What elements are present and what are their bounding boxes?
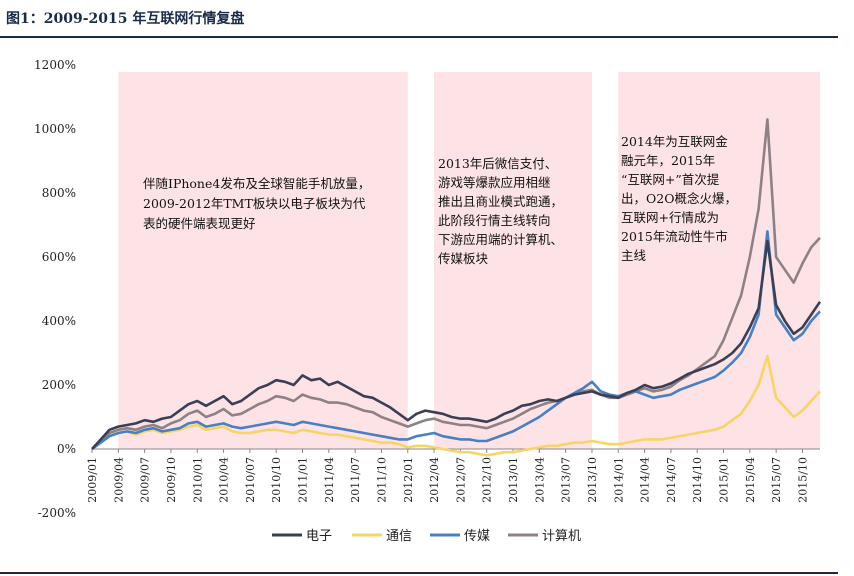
y-tick-label: 600% — [42, 250, 76, 264]
x-tick-label: 2009/04 — [112, 457, 125, 503]
x-tick-label: 2011/01 — [297, 457, 310, 503]
annotation-line: 此阶段行情主线转向 — [438, 213, 551, 228]
y-axis: 1200% 1000% 800% 600% 400% 200% 0% -200% — [34, 58, 76, 520]
x-tick-label: 2011/10 — [375, 457, 388, 503]
y-tick-label: 1200% — [34, 58, 76, 72]
annotation-line: 伴随IPhone4发布及全球智能手机放量， — [143, 176, 370, 191]
legend-label: 通信 — [386, 529, 412, 544]
legend-item: 计算机 — [508, 529, 581, 544]
shaded-period-3 — [618, 72, 820, 449]
x-tick-label: 2010/04 — [218, 457, 231, 503]
x-tick-label: 2010/01 — [191, 457, 204, 503]
legend-label: 计算机 — [542, 529, 581, 544]
x-tick-label: 2011/04 — [323, 457, 336, 503]
shaded-period-1 — [118, 72, 408, 449]
series-line-2 — [91, 230, 821, 451]
x-tick-label: 2015/04 — [744, 457, 757, 503]
annotation-line: 2014年为互联网金 — [621, 134, 728, 149]
annotation-1: 伴随IPhone4发布及全球智能手机放量， 2009-2012年TMT板块以电子板… — [143, 176, 370, 231]
shaded-period-2 — [434, 72, 592, 449]
x-tick-label: 2012/01 — [402, 457, 415, 503]
x-tick-label: 2015/07 — [770, 457, 783, 503]
x-tick-label: 2014/07 — [665, 457, 678, 503]
series-line-0 — [91, 239, 822, 450]
series-line-3 — [91, 118, 821, 450]
x-tick-label: 2013/10 — [586, 457, 599, 503]
annotation-line: 融元年，2015年 — [621, 153, 715, 168]
annotation-line: 2015年流动性牛市 — [621, 229, 728, 244]
x-tick-label: 2012/04 — [428, 457, 441, 503]
y-tick-label: 800% — [42, 186, 76, 200]
x-tick-label: 2015/10 — [796, 457, 809, 503]
annotation-line: “互联网+”首次提 — [621, 172, 720, 187]
annotation-line: 互联网+行情成为 — [621, 210, 719, 225]
y-tick-label: 200% — [42, 378, 76, 392]
x-tick-label: 2009/10 — [165, 457, 178, 503]
annotations: 伴随IPhone4发布及全球智能手机放量， 2009-2012年TMT板块以电子板… — [143, 134, 737, 266]
annotation-2: 2013年后微信支付、游戏等爆款应用相继推出且商业模式跑通， 此阶段行情主线转向下… — [438, 156, 563, 266]
series-line-1 — [91, 354, 821, 457]
y-tick-label: 0% — [57, 442, 76, 456]
legend-item: 通信 — [352, 529, 412, 544]
figure-title: 图1：2009-2015 年互联网行情复盘 — [6, 11, 245, 27]
x-tick-label: 2011/07 — [349, 457, 362, 503]
annotation-3: 2014年为互联网金融元年，2015年 “互联网+”首次提出，O2O概念火爆， 互联… — [621, 134, 737, 263]
annotation-line: 推出且商业模式跑通， — [438, 194, 563, 209]
annotation-line: 主线 — [621, 248, 647, 263]
bottom-rule — [0, 572, 838, 574]
series-lines — [91, 118, 822, 457]
legend-label: 传媒 — [464, 529, 490, 544]
annotation-line: 2013年后微信支付、 — [438, 156, 557, 171]
y-tick-label: 1000% — [34, 122, 76, 136]
x-tick-label: 2009/01 — [86, 457, 99, 503]
x-tick-label: 2009/07 — [139, 457, 152, 503]
x-tick-label: 2015/01 — [718, 457, 731, 503]
x-tick-label: 2013/04 — [533, 457, 546, 503]
shaded-periods — [118, 72, 820, 449]
x-tick-label: 2014/04 — [639, 457, 652, 503]
annotation-line: 2009-2012年TMT板块以电子板块为代 — [143, 196, 366, 211]
x-tick-label: 2010/10 — [270, 457, 283, 503]
x-tick-label: 2014/10 — [691, 457, 704, 503]
legend-label: 电子 — [306, 529, 332, 544]
top-rule — [0, 36, 838, 38]
x-axis: 2009/01 2009/04 2009/07 2009/10 2010/01 2010/… — [86, 449, 809, 503]
annotation-line: 传媒板块 — [438, 251, 489, 266]
annotation-line: 游戏等爆款应用相继 — [438, 175, 551, 190]
y-tick-label: -200% — [38, 506, 76, 520]
x-tick-label: 2014/01 — [612, 457, 625, 503]
annotation-line: 下游应用端的计算机、 — [438, 232, 563, 247]
legend-item: 传媒 — [430, 529, 490, 544]
x-tick-label: 2013/01 — [507, 457, 520, 503]
x-tick-label: 2013/07 — [560, 457, 573, 503]
y-tick-label: 400% — [42, 314, 76, 328]
x-tick-label: 2010/07 — [244, 457, 257, 503]
x-tick-label: 2012/07 — [454, 457, 467, 503]
legend: 电子 通信 传媒 计算机 — [272, 529, 581, 544]
annotation-line: 表的硬件端表现更好 — [143, 216, 256, 231]
annotation-line: 出，O2O概念火爆， — [621, 191, 737, 206]
legend-item: 电子 — [272, 529, 332, 544]
x-tick-label: 2012/10 — [481, 457, 494, 503]
